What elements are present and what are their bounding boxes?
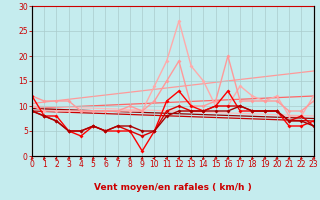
X-axis label: Vent moyen/en rafales ( km/h ): Vent moyen/en rafales ( km/h )	[94, 183, 252, 192]
